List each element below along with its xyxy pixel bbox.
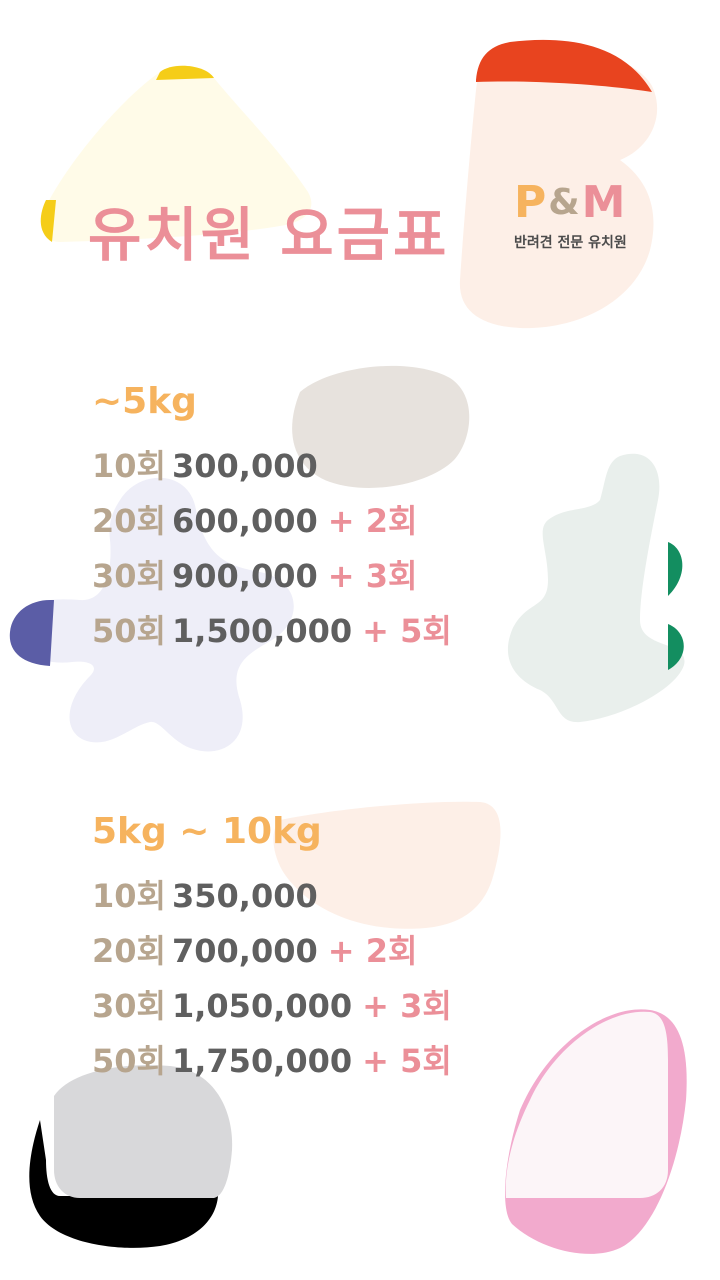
green-blob-top [668,542,683,596]
price-value: 1,500,000 [171,612,353,650]
pink-blob-light [505,1011,668,1198]
price-row: 10회 350,000 [92,869,452,924]
price-value: 900,000 [171,557,318,595]
price-row: 50회 1,500,000 + 5회 [92,604,452,659]
bonus-sessions: + 5회 [362,1042,452,1080]
page-title: 유치원 요금표 [88,201,450,269]
logo-ampersand: & [548,182,580,223]
price-row: 30회 900,000 + 3회 [92,549,452,604]
session-count: 30회 [92,987,166,1025]
black-blob [29,1120,218,1248]
indigo-blob [9,600,54,666]
session-count: 10회 [92,877,166,915]
price-section-5-to-10kg: 5kg ~ 10kg 10회 350,000 20회 700,000 + 2회 30회… [92,807,452,1089]
price-value: 350,000 [171,877,318,915]
yellow-blob-edge [156,65,214,80]
session-count: 50회 [92,612,166,650]
logo-mark: P & M [514,178,634,228]
price-section-under-5kg: ~5kg 10회 300,000 20회 600,000 + 2회 30회 900,00… [92,377,452,659]
bonus-sessions: + 3회 [362,987,452,1025]
mint-blob [507,453,685,723]
price-value: 1,750,000 [171,1042,353,1080]
session-count: 10회 [92,447,166,485]
weight-heading: 5kg ~ 10kg [92,811,322,852]
bonus-sessions: + 3회 [327,557,418,595]
session-count: 20회 [92,932,166,970]
price-value: 600,000 [171,502,318,540]
price-value: 1,050,000 [171,987,353,1025]
brand-logo: P & M 반려견 전문 유치원 [514,178,634,252]
session-count: 20회 [92,502,166,540]
logo-letter-p: P [514,177,547,228]
bonus-sessions: + 5회 [362,612,452,650]
logo-letter-m: M [581,177,626,228]
session-count: 30회 [92,557,166,595]
price-row: 30회 1,050,000 + 3회 [92,979,452,1034]
bonus-sessions: + 2회 [327,502,418,540]
price-row: 50회 1,750,000 + 5회 [92,1034,452,1089]
price-row: 20회 700,000 + 2회 [92,924,452,979]
price-value: 300,000 [171,447,318,485]
logo-subtitle: 반려견 전문 유치원 [514,235,627,251]
green-blob-bottom [668,624,684,670]
weight-heading: ~5kg [92,381,197,422]
bonus-sessions: + 2회 [327,932,418,970]
price-row: 10회 300,000 [92,439,452,494]
session-count: 50회 [92,1042,166,1080]
price-row: 20회 600,000 + 2회 [92,494,452,549]
price-value: 700,000 [171,932,318,970]
red-blob-top [476,39,652,92]
yellow-blob-corner [40,200,56,242]
pink-blob [505,1009,687,1254]
